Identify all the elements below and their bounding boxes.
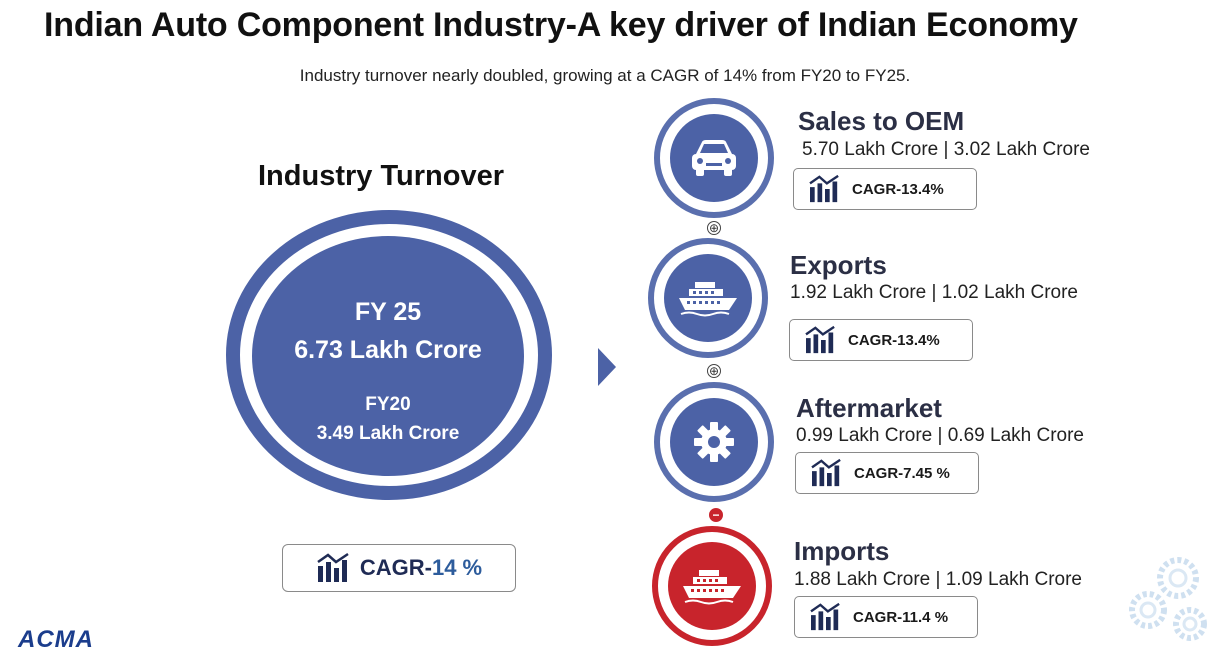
page-subtitle: Industry turnover nearly doubled, growin… — [299, 66, 911, 85]
plus-operator-icon: ⊕ — [707, 364, 721, 378]
gear-icon — [694, 422, 734, 462]
sales-to-oem-title: Sales to OEM — [798, 106, 965, 136]
sales-to-oem-cagr-box: CAGR-13.4% — [793, 168, 977, 210]
page-title: Indian Auto Component Industry-A key dri… — [44, 6, 1078, 44]
aftermarket-title: Aftermarket — [796, 393, 942, 423]
arrow-right-icon — [598, 348, 616, 386]
exports-values: 1.92 Lakh Crore | 1.02 Lakh Crore — [790, 282, 1078, 303]
ship-icon — [683, 570, 741, 605]
fy25-label: FY 25 — [354, 298, 422, 326]
imports-title: Imports — [794, 536, 890, 566]
aftermarket-cagr-box: CAGR-7.45 % — [795, 452, 979, 494]
decorative-gears-icon — [1129, 557, 1207, 641]
imports-node — [652, 526, 772, 646]
turnover-circle: FY 25 6.73 Lakh Crore FY20 3.49 Lakh Cro… — [252, 236, 524, 476]
minus-operator-icon: − — [709, 508, 723, 522]
exports-node — [648, 238, 768, 358]
fy20-value: 3.49 Lakh Crore — [316, 423, 460, 444]
exports-title: Exports — [790, 250, 887, 280]
imports-cagr: CAGR-11.4 % — [853, 608, 949, 626]
turnover-cagr-text: CAGR-14 % — [359, 555, 483, 580]
growth-chart-icon — [811, 458, 841, 487]
exports-cagr: CAGR-13.4% — [848, 331, 940, 349]
sales-to-oem-values: 5.70 Lakh Crore | 3.02 Lakh Crore — [802, 139, 1090, 160]
growth-chart-icon — [317, 552, 349, 582]
imports-values: 1.88 Lakh Crore | 1.09 Lakh Crore — [794, 569, 1082, 590]
growth-chart-icon — [809, 174, 839, 203]
sales-to-oem-node — [654, 98, 774, 218]
fy25-value: 6.73 Lakh Crore — [294, 336, 482, 364]
ship-icon — [679, 282, 737, 317]
growth-chart-icon — [810, 602, 840, 631]
turnover-cagr-box: CAGR-14 % — [282, 544, 516, 592]
sales-to-oem-cagr: CAGR-13.4% — [852, 180, 944, 198]
fy20-label: FY20 — [365, 394, 411, 415]
car-icon — [692, 140, 736, 176]
exports-cagr-box: CAGR-13.4% — [789, 319, 973, 361]
aftermarket-values: 0.99 Lakh Crore | 0.69 Lakh Crore — [796, 425, 1084, 446]
acma-logo: ACMA — [18, 626, 94, 653]
aftermarket-cagr: CAGR-7.45 % — [854, 464, 950, 482]
aftermarket-node — [654, 382, 774, 502]
plus-operator-icon: ⊕ — [707, 221, 721, 235]
industry-turnover-heading: Industry Turnover — [258, 160, 504, 192]
growth-chart-icon — [805, 325, 835, 354]
imports-cagr-box: CAGR-11.4 % — [794, 596, 978, 638]
